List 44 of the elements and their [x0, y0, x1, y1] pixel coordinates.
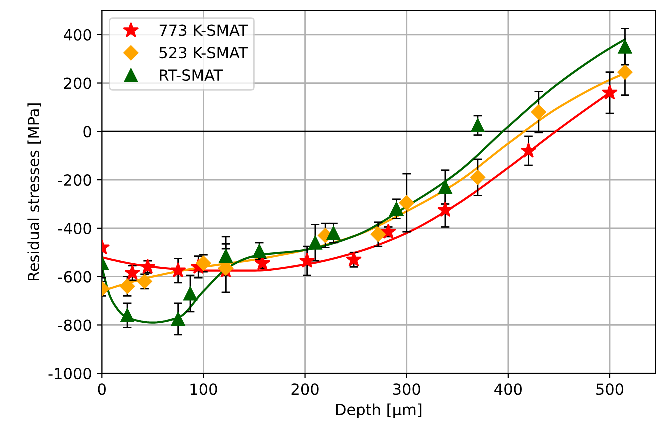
legend-label: 523 K-SMAT: [160, 47, 248, 59]
point: [299, 252, 316, 268]
x-tick-label: 400: [494, 384, 522, 396]
point: [171, 312, 186, 326]
y-axis-title: Residual stresses [MPa]: [28, 104, 42, 281]
point: [380, 224, 397, 239]
x-tick-label: 300: [393, 384, 420, 396]
point: [140, 258, 156, 274]
y-tick-label: -400: [58, 222, 92, 234]
y-tick-label: -200: [58, 174, 92, 186]
point: [308, 236, 322, 250]
y-tick-label: -1000: [48, 368, 92, 380]
point: [326, 226, 341, 240]
point: [470, 170, 486, 186]
legend-label: 773 K-SMAT: [160, 24, 248, 36]
point: [346, 252, 362, 267]
point: [219, 249, 234, 264]
x-tick-label: 500: [596, 384, 624, 396]
point: [438, 180, 452, 194]
x-tick-label: 100: [190, 384, 218, 396]
y-tick-label: -800: [58, 320, 92, 332]
legend-label: RT-SMAT: [160, 70, 224, 82]
x-tick-label: 0: [98, 384, 106, 396]
point: [170, 262, 186, 278]
y-tick-label: -600: [58, 271, 92, 283]
point: [531, 104, 546, 120]
y-tick-label: 200: [64, 78, 92, 90]
point: [124, 264, 141, 280]
point: [437, 202, 454, 218]
point: [520, 142, 537, 158]
point: [390, 202, 404, 216]
point: [120, 278, 136, 294]
point: [618, 64, 633, 80]
y-tick-label: 400: [64, 29, 92, 41]
point: [184, 286, 198, 301]
point: [399, 195, 414, 211]
point: [370, 226, 386, 242]
point: [471, 118, 485, 133]
point: [618, 40, 632, 54]
x-tick-label: 200: [292, 384, 319, 396]
x-axis-title: Depth [µm]: [336, 404, 422, 418]
point: [120, 308, 134, 322]
y-tick-label: 0: [84, 126, 92, 138]
point: [602, 84, 618, 100]
